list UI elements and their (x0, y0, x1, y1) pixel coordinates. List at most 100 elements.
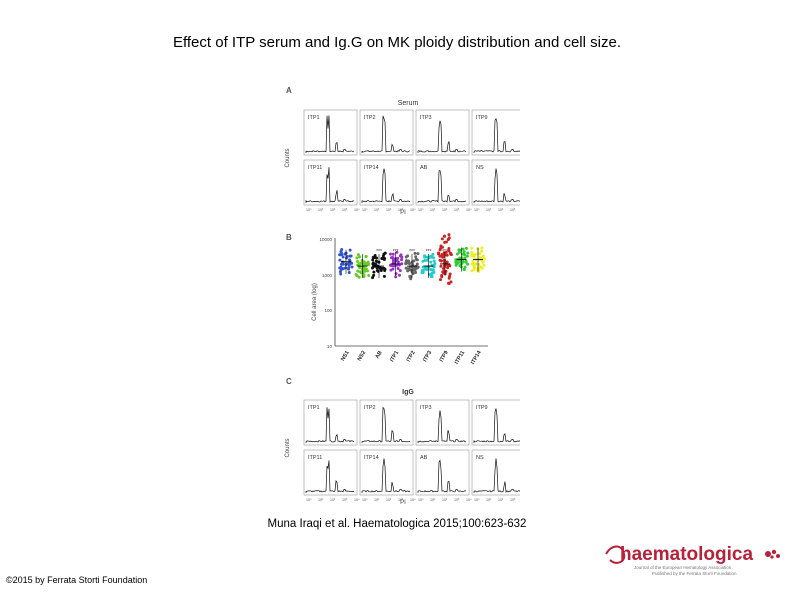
panel-b-point (407, 262, 411, 266)
panel-b-point (441, 271, 445, 275)
panel-c-histogram-label: ITP3 (420, 405, 432, 411)
panel-a-tick-label: 10⁴ (354, 208, 360, 212)
panel-b-dot-plot: NS1 NS2 *** AB *** ITP1 *** ITP2 *** ITP3 *** ITP9 I… (338, 233, 486, 366)
panel-b-point (454, 263, 458, 267)
panel-b-point (414, 267, 418, 271)
panel-b-point (357, 275, 361, 279)
panel-b-point (471, 260, 475, 264)
panel-a-histogram-trace (361, 168, 411, 203)
panel-b-category-label: ITP1 (389, 350, 400, 363)
panel-b-point (457, 248, 461, 252)
panel-b-point (409, 277, 413, 281)
panel-b-point (371, 255, 375, 259)
panel-b-point (438, 254, 442, 258)
panel-c-y-label: Counts (285, 438, 291, 457)
panel-b-point (414, 270, 418, 274)
panel-a-histogram-frame (303, 159, 358, 206)
panel-b-category-label: NS2 (357, 350, 368, 362)
panel-b-point (445, 260, 449, 264)
panel-b-point (445, 253, 449, 257)
panel-b-point (339, 249, 343, 253)
panel-a-histogram-frame (359, 109, 414, 156)
panel-a-group-title: Serum (398, 100, 419, 107)
panel-b-point (382, 274, 386, 278)
panel-a-tick-label: 10¹ (374, 208, 380, 212)
panel-a-x-label: PI (400, 210, 406, 216)
panel-c-histogram-label: ITP9 (476, 405, 488, 411)
panel-b-point (365, 261, 369, 265)
panel-b-point (472, 265, 476, 269)
panel-c-histogram-trace (305, 407, 355, 443)
panel-b-point (400, 258, 404, 262)
panel-b-point (372, 273, 376, 277)
panel-c-group-title: IgG (402, 389, 414, 396)
panel-b-point (407, 267, 411, 271)
panel-b-point (356, 269, 360, 273)
copyright-notice: ©2015 by Ferrata Storti Foundation (6, 575, 148, 585)
panel-b-point (438, 278, 442, 282)
panel-b-point (395, 250, 399, 254)
panel-b-point (458, 264, 462, 268)
panel-b-point (414, 255, 418, 259)
panel-b-point (448, 274, 452, 278)
panel-b-point (461, 247, 465, 251)
panel-c-histogram-grid: ITP1 ITP2 ITP3 ITP9 ITP11 10⁰ 10¹ 10² 10³ 10⁴ ITP1… (303, 399, 528, 502)
panel-b-point (447, 233, 451, 237)
panel-b-category-label: AB (375, 350, 384, 360)
panel-c-histogram-frame (359, 399, 414, 446)
panel-b-point (470, 269, 474, 273)
panel-b-point (442, 254, 446, 258)
panel-c-letter: C (286, 377, 292, 386)
panel-b-ytick-1: 1000 (322, 273, 333, 278)
panel-b-point (355, 274, 359, 278)
panel-b-point (389, 263, 393, 267)
panel-b-point (341, 255, 345, 259)
panel-b-point (355, 260, 359, 264)
panel-c-histogram-trace (305, 460, 355, 493)
citation: Muna Iraqi et al. Haematologica 2015;100… (267, 518, 527, 530)
panel-a-tick-label: 10⁰ (418, 208, 424, 212)
panel-b-point (371, 276, 375, 280)
panel-b-point (447, 281, 451, 285)
panel-a-histogram-label: ITP2 (364, 115, 376, 121)
panel-b-point (389, 268, 393, 272)
panel-b-point (347, 266, 351, 270)
panel-c-tick-label: 10² (330, 498, 336, 502)
panel-b-point (447, 247, 451, 251)
panel-b-category-label: NS1 (340, 350, 351, 362)
panel-c-histogram-label: ITP2 (364, 405, 376, 411)
panel-b-point (443, 234, 447, 238)
panel-a-histogram-frame (415, 159, 470, 206)
panel-c-tick-label: 10⁴ (466, 498, 472, 502)
panel-a-histogram-trace (361, 115, 411, 153)
panel-c-histogram-label: AB (420, 455, 428, 461)
panel-c-histogram-frame (359, 449, 414, 496)
panel-b-point (480, 266, 484, 270)
panel-c-x-label: PI (400, 500, 406, 506)
panel-b-point (466, 251, 470, 255)
panel-b-point (444, 250, 448, 254)
panel-a-tick-label: 10² (498, 208, 504, 212)
panel-b-point (415, 262, 419, 266)
panel-b-point (462, 250, 466, 254)
panel-b-category-label: ITP3 (422, 350, 433, 363)
panel-b-point (458, 250, 462, 254)
panel-b-point (391, 258, 395, 262)
panel-c-tick-label: 10⁰ (418, 498, 424, 502)
panel-c-tick-label: 10⁴ (410, 498, 416, 502)
panel-b-point (423, 258, 427, 262)
panel-b-point (339, 272, 343, 276)
panel-c-tick-label: 10² (498, 498, 504, 502)
panel-b-point (462, 268, 466, 272)
panel-b-point (480, 249, 484, 253)
panel-b-ytick-2: 100 (324, 308, 332, 313)
panel-b-point (465, 254, 469, 258)
panel-b-point (379, 268, 383, 272)
panel-b-point (406, 254, 410, 258)
panel-c-histogram-label: NS (476, 455, 484, 461)
panel-b-point (421, 271, 425, 275)
panel-b-point (338, 253, 342, 257)
panel-b-point (389, 252, 393, 256)
panel-b-point (350, 265, 354, 269)
panel-a-tick-label: 10¹ (486, 208, 492, 212)
